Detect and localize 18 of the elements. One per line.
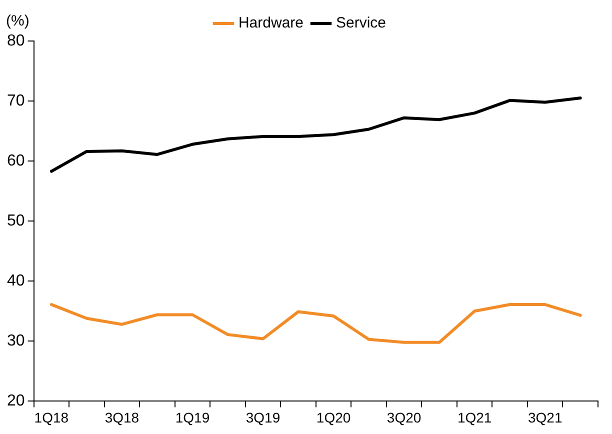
y-tick-label: 70 — [7, 92, 25, 110]
y-tick-label: 20 — [7, 392, 25, 410]
y-tick-label: 40 — [7, 272, 25, 290]
y-tick-label: 50 — [7, 212, 25, 230]
legend-label: Service — [336, 14, 386, 32]
y-tick-label: 30 — [7, 332, 25, 350]
x-tick-label: 1Q20 — [316, 409, 351, 426]
y-tick-label: 60 — [7, 152, 25, 170]
x-tick-label: 1Q19 — [175, 409, 210, 426]
x-tick-label: 3Q19 — [246, 409, 280, 426]
y-axis-title: (%) — [6, 12, 30, 30]
y-tick-label: 80 — [7, 32, 25, 50]
x-tick-label: 1Q21 — [457, 409, 492, 426]
x-tick-label: 3Q20 — [386, 409, 422, 426]
x-tick-label: 3Q21 — [528, 409, 562, 426]
x-tick-label: 1Q18 — [34, 409, 69, 426]
x-tick-label: 3Q18 — [104, 409, 140, 426]
legend-label: Hardware — [238, 14, 304, 32]
